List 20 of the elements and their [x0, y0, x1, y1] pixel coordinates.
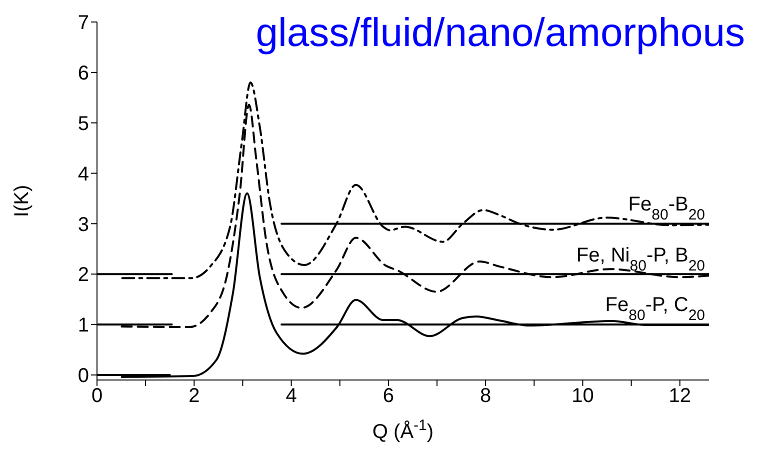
x-tick-label: 10 [572, 385, 594, 408]
y-tick-label: 6 [78, 62, 89, 85]
x-tick-label: 4 [286, 385, 297, 408]
x-tick-label: 2 [188, 385, 200, 408]
x-tick-label: 8 [480, 385, 492, 408]
y-axis-title: I(K) [11, 184, 33, 218]
series-label: Fe$_{80}$-B$_{20}$ [628, 194, 705, 224]
y-tick-label: 7 [78, 12, 89, 34]
series-label: Fe$_{80}$-P, C$_{20}$ [605, 294, 705, 324]
y-tick-label: 5 [78, 112, 89, 135]
y-tick-label: 1 [78, 314, 89, 337]
y-tick-label: 0 [78, 365, 89, 388]
series-label: Fe, Ni$_{80}$-P, B$_{20}$ [576, 244, 705, 274]
x-tick-label: 12 [668, 385, 691, 408]
x-tick-label: 6 [382, 385, 394, 408]
x-axis-title: Q (Å$^{-1}$) [372, 416, 434, 443]
y-tick-label: 3 [78, 214, 89, 236]
chart-title: glass/fluid/nano/amorphous [256, 11, 745, 55]
y-tick-label: 4 [78, 163, 89, 186]
y-tick-label: 2 [78, 264, 89, 286]
